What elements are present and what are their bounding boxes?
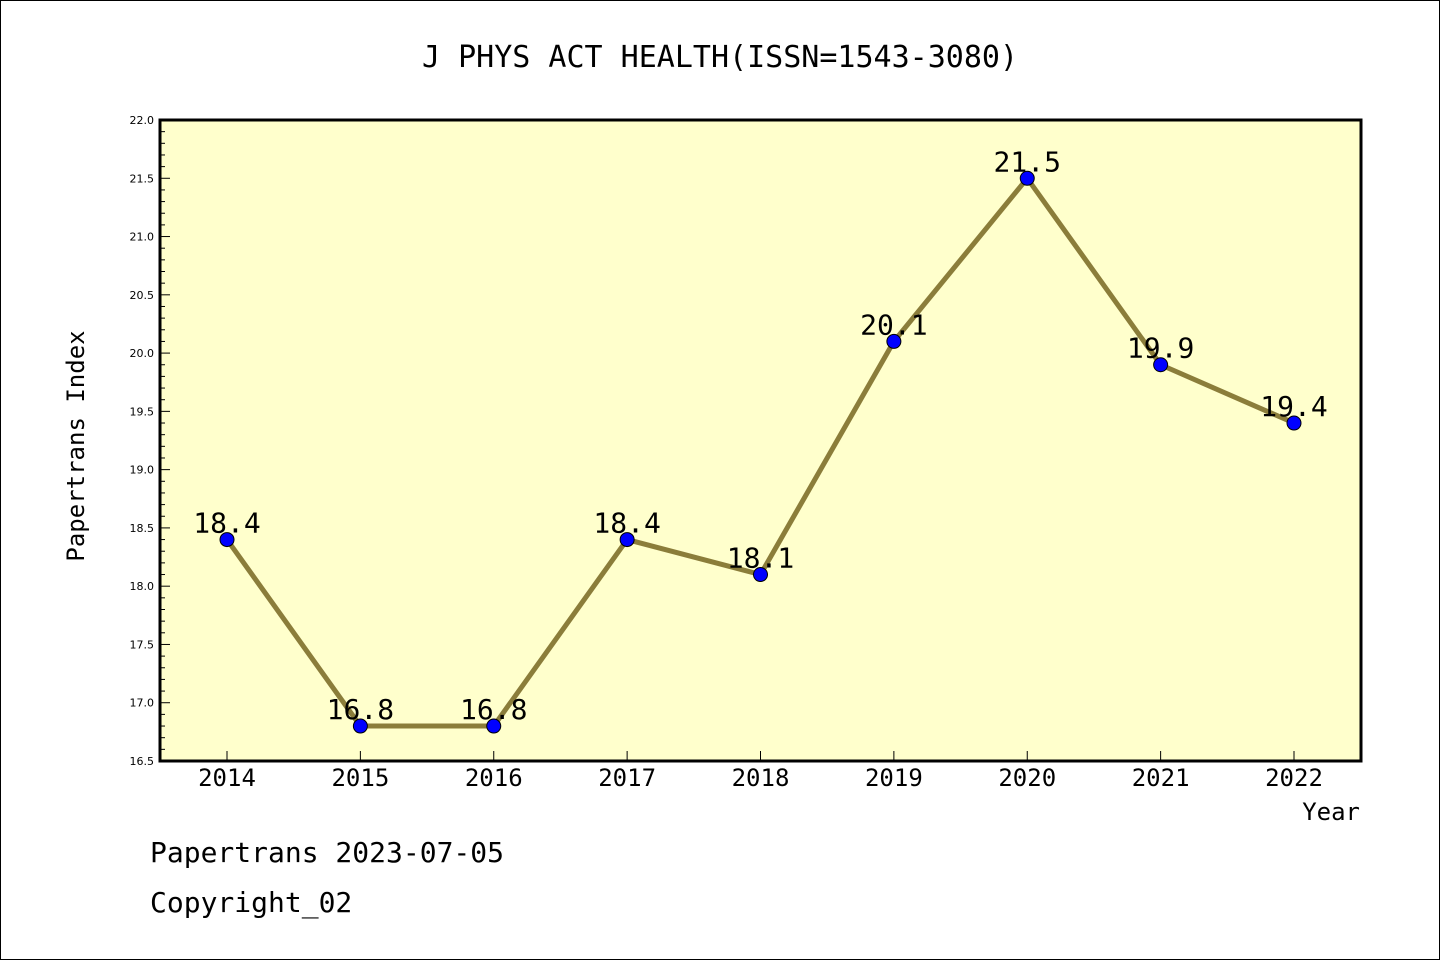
y-tick-label: 17.0 [130,697,155,710]
y-axis: 16.5 17.0 17.5 18.0 18.5 19.0 19.5 20.0 20.5 21.0… [130,114,170,768]
chart-title: J PHYS ACT HEALTH(ISSN=1543-3080) [422,40,1018,75]
data-label: 19.9 [1127,332,1194,365]
data-label: 16.8 [460,693,527,726]
footer-date: Papertrans 2023-07-05 [150,836,505,869]
x-tick-label: 2020 [998,764,1056,792]
x-tick-label: 2016 [465,764,523,792]
y-tick-label: 21.5 [130,172,155,185]
x-tick-label: 2017 [598,764,656,792]
data-label: 19.4 [1260,390,1327,423]
data-point [486,718,502,734]
x-tick-label: 2022 [1265,764,1323,792]
data-point [1286,415,1302,431]
x-tick-label: 2019 [865,764,923,792]
x-tick-label: 2014 [198,764,256,792]
data-point [619,532,635,548]
y-tick-label: 16.5 [130,755,155,768]
data-point [1153,357,1169,373]
y-tick-label: 19.0 [130,464,155,477]
data-point [219,532,235,548]
data-point [1019,170,1035,186]
y-tick-label: 17.5 [130,638,155,651]
y-tick-label: 20.5 [130,289,155,302]
data-label: 18.1 [727,542,794,575]
data-label: 16.8 [327,693,394,726]
data-point [352,718,368,734]
data-labels: 18.4 16.8 16.8 18.4 18.1 20.1 21.5 19.9 19.4 [193,145,1327,726]
y-tick-label: 22.0 [130,114,155,127]
data-label: 21.5 [994,145,1061,178]
y-axis-label: Papertrans Index [62,330,90,561]
x-axis-label: Year [1302,798,1360,826]
x-tick-label: 2015 [331,764,389,792]
y-tick-label: 21.0 [130,231,155,244]
data-label: 18.4 [593,507,660,540]
y-tick-label: 19.5 [130,405,155,418]
data-point [753,567,768,583]
data-label: 20.1 [860,308,927,341]
y-tick-label: 18.0 [130,580,155,593]
x-tick-label: 2018 [732,764,790,792]
footer-copyright: Copyright_02 [150,886,353,919]
y-tick-label: 20.0 [130,347,155,360]
x-axis: 2014 2015 2016 2017 2018 2019 2020 2021 2022 [198,751,1323,792]
y-tick-label: 18.5 [130,522,155,535]
data-label: 18.4 [193,507,260,540]
x-tick-label: 2021 [1132,764,1190,792]
series-markers [219,170,1302,734]
data-point [886,333,902,349]
plot-area [158,118,1363,763]
